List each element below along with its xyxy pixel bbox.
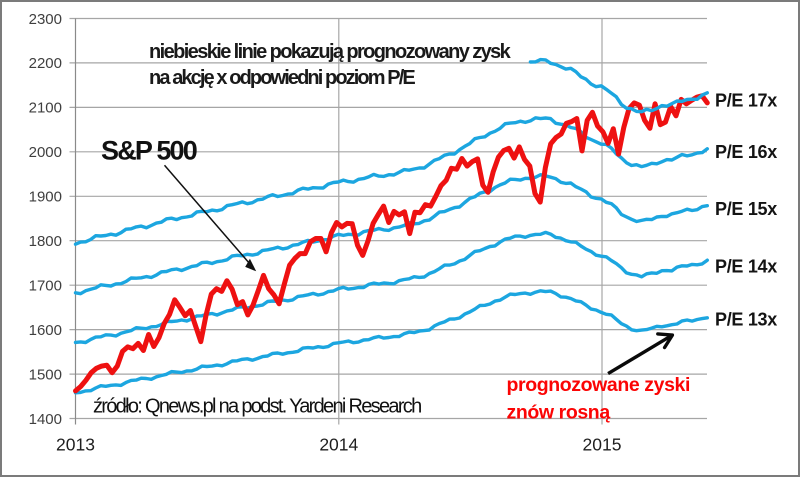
svg-text:niebieskie linie pokazują prog: niebieskie linie pokazują prognozowany z… (149, 41, 512, 63)
svg-text:2100: 2100 (28, 99, 61, 116)
svg-text:P/E 15x: P/E 15x (715, 199, 777, 219)
svg-text:S&P 500: S&P 500 (101, 135, 197, 165)
svg-text:1700: 1700 (28, 277, 61, 294)
svg-text:2200: 2200 (28, 55, 61, 72)
svg-text:prognozowane zyski: prognozowane zyski (506, 374, 690, 396)
svg-text:źródło: Qnews.pl na podst. Yar: źródło: Qnews.pl na podst. Yardeni Resea… (93, 395, 421, 417)
svg-text:na akcję x odpowiedni poziom P: na akcję x odpowiedni poziom P/E (149, 67, 415, 89)
svg-text:1400: 1400 (28, 410, 61, 427)
svg-text:P/E 16x: P/E 16x (715, 142, 777, 162)
svg-text:2015: 2015 (582, 434, 621, 454)
svg-text:P/E 14x: P/E 14x (715, 256, 777, 276)
svg-text:1800: 1800 (28, 233, 61, 250)
svg-text:P/E 17x: P/E 17x (715, 90, 777, 110)
svg-text:2000: 2000 (28, 144, 61, 161)
svg-text:znów rosną: znów rosną (506, 401, 610, 423)
svg-text:1600: 1600 (28, 321, 61, 338)
svg-text:2300: 2300 (28, 10, 61, 27)
svg-text:2014: 2014 (319, 434, 358, 454)
svg-text:1900: 1900 (28, 188, 61, 205)
svg-text:1500: 1500 (28, 366, 61, 383)
svg-text:2013: 2013 (56, 434, 95, 454)
svg-text:P/E 13x: P/E 13x (715, 309, 777, 329)
